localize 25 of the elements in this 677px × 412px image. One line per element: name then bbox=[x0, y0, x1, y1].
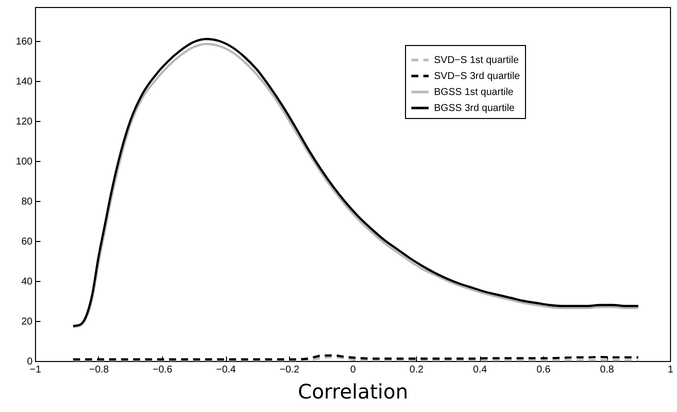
x-tick-label: 0.6 bbox=[536, 364, 551, 376]
x-tick-label: −0.8 bbox=[89, 364, 110, 376]
y-tick-label: 120 bbox=[16, 116, 33, 128]
legend-label: SVD−S 3rd quartile bbox=[434, 71, 520, 82]
x-tick-label: 0.2 bbox=[410, 364, 424, 376]
x-axis-title: Correlation bbox=[298, 380, 408, 404]
y-tick-label: 20 bbox=[21, 316, 33, 328]
y-tick-label: 40 bbox=[21, 276, 33, 288]
legend-label: BGSS 3rd quartile bbox=[434, 103, 516, 114]
y-tick-label: 100 bbox=[16, 156, 33, 168]
x-tick-label: −0.2 bbox=[280, 364, 300, 376]
legend-label: BGSS 1st quartile bbox=[434, 87, 514, 98]
x-tick-label: −0.6 bbox=[152, 364, 173, 376]
x-tick-label: 0.8 bbox=[600, 364, 614, 376]
y-tick-label: 80 bbox=[21, 196, 33, 208]
y-tick-label: 0 bbox=[26, 356, 33, 368]
legend-label: SVD−S 1st quartile bbox=[434, 55, 520, 66]
x-tick-label: −0.4 bbox=[216, 364, 236, 376]
y-tick-label: 60 bbox=[21, 236, 33, 248]
x-tick-label: 1 bbox=[668, 364, 674, 376]
y-tick-label: 140 bbox=[16, 76, 33, 88]
y-tick-label: 160 bbox=[16, 36, 33, 48]
x-tick-label: 0.4 bbox=[473, 364, 488, 376]
x-tick-label: −1 bbox=[30, 364, 42, 376]
x-tick-label: 0 bbox=[350, 364, 356, 376]
